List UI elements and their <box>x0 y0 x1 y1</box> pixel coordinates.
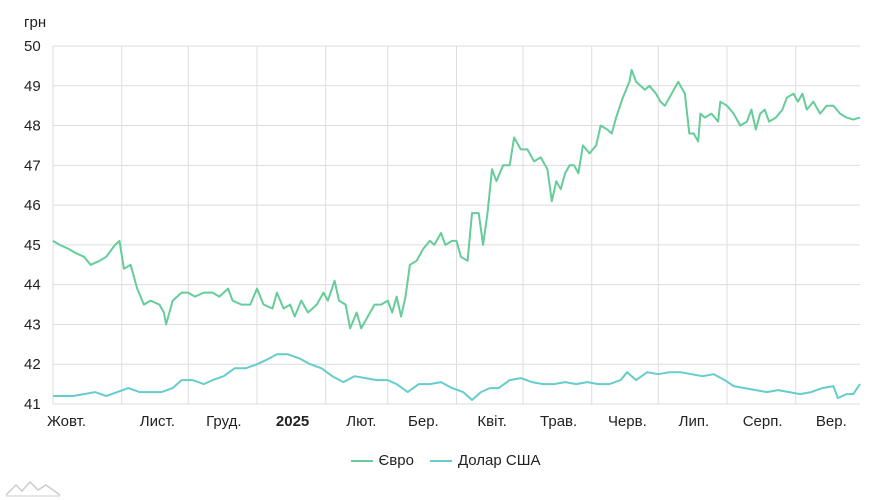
legend: Євро Долар США <box>0 452 891 469</box>
x-tick-label: Серп. <box>743 413 783 430</box>
y-tick-label: 49 <box>24 78 41 95</box>
legend-swatch-euro <box>350 459 373 462</box>
y-tick-label: 46 <box>24 197 41 214</box>
x-tick-label: Лип. <box>679 413 710 430</box>
vertical-gridlines <box>52 46 797 404</box>
x-tick-label: Бер. <box>408 413 439 430</box>
x-axis-tick-labels: Жовт. Лист. Груд. 2025 Лют. Бер. Квіт. Трав. Чер… <box>47 413 847 430</box>
line-chart: грн 41 42 43 44 45 46 47 48 49 50 Жовт. Лист. Груд.… <box>24 14 861 430</box>
x-tick-label: Квіт. <box>477 413 506 430</box>
series-lines <box>52 68 861 401</box>
x-tick-label: Трав. <box>540 413 577 430</box>
x-tick-label: Лют. <box>346 413 376 430</box>
legend-label-usd: Долар США <box>457 452 541 469</box>
watermark-logo-icon <box>5 480 61 497</box>
y-tick-label: 43 <box>24 316 41 333</box>
legend-label-euro: Євро <box>378 452 414 469</box>
x-tick-label: Лист. <box>140 413 175 430</box>
x-tick-label: Груд. <box>206 413 241 430</box>
y-tick-label: 45 <box>24 237 41 254</box>
x-tick-label: Черв. <box>608 413 647 430</box>
x-tick-label: 2025 <box>276 413 309 430</box>
y-tick-label: 41 <box>24 396 41 413</box>
y-axis-tick-labels: 41 42 43 44 45 46 47 48 49 50 <box>24 38 41 413</box>
series-line-euro <box>52 68 861 330</box>
x-tick-label: Вер. <box>816 413 847 430</box>
y-unit-label: грн <box>24 14 46 31</box>
y-tick-label: 48 <box>24 118 41 135</box>
legend-item-euro[interactable]: Євро <box>350 452 414 469</box>
x-tick-label: Жовт. <box>47 413 86 430</box>
y-tick-label: 44 <box>24 277 41 294</box>
series-line-usd <box>53 353 861 401</box>
y-tick-label: 47 <box>24 157 41 174</box>
legend-item-usd[interactable]: Долар США <box>429 452 541 469</box>
y-tick-label: 50 <box>24 38 41 55</box>
legend-swatch-usd <box>429 459 452 462</box>
y-tick-label: 42 <box>24 356 41 373</box>
